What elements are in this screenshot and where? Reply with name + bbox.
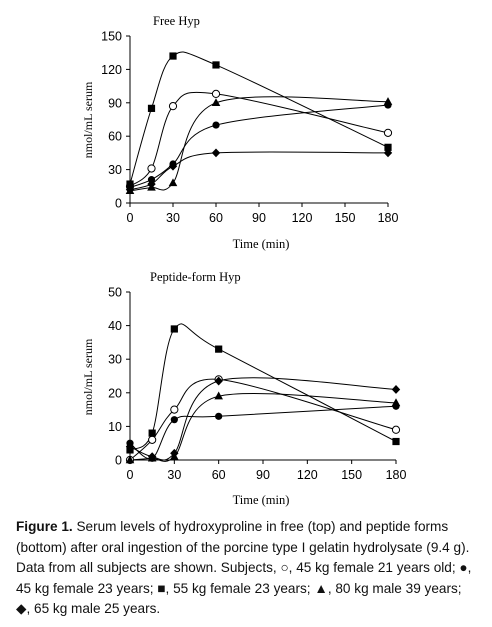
peptide-hyp-y-tick-label: 20	[108, 386, 122, 400]
peptide-hyp-circle-filled-point	[171, 416, 178, 423]
peptide-hyp-triangle-filled-line	[130, 393, 396, 461]
peptide-hyp-chart: Peptide-form Hyp nmol/mL serum Time (min…	[81, 270, 406, 507]
peptide-hyp-square-filled-point	[171, 325, 178, 332]
free-hyp-xlabel: Time (min)	[233, 237, 290, 251]
free-hyp-triangle-filled-point	[169, 178, 178, 186]
free-hyp-circle-open-point	[148, 165, 155, 172]
free-hyp-x-tick-label: 120	[292, 211, 313, 225]
peptide-hyp-x-tick-label: 180	[386, 468, 407, 482]
peptide-hyp-x-tick-label: 0	[127, 468, 134, 482]
peptide-hyp-diamond-filled-line	[130, 378, 396, 460]
peptide-hyp-square-filled-line	[130, 324, 396, 450]
caption-text: Serum levels of hydroxyproline in free (…	[16, 519, 471, 616]
peptide-hyp-x-tick-label: 30	[167, 468, 181, 482]
free-hyp-diamond-filled-line	[130, 152, 388, 190]
free-hyp-ylabel: nmol/mL serum	[81, 81, 95, 158]
figure-label: Figure 1.	[16, 519, 73, 534]
free-hyp-x-tick-label: 180	[378, 211, 399, 225]
free-hyp-x-tick-label: 30	[166, 211, 180, 225]
free-hyp-y-tick-label: 120	[101, 63, 122, 77]
peptide-hyp-y-tick-label: 50	[108, 286, 122, 300]
peptide-hyp-xlabel: Time (min)	[233, 493, 290, 507]
peptide-hyp-x-tick-label: 90	[256, 468, 270, 482]
peptide-hyp-title: Peptide-form Hyp	[150, 270, 241, 284]
free-hyp-circle-open-point	[384, 129, 391, 136]
free-hyp-square-filled-point	[148, 105, 155, 112]
peptide-hyp-ylabel: nmol/mL serum	[81, 338, 95, 415]
peptide-hyp-circle-filled-point	[215, 413, 222, 420]
free-hyp-x-tick-label: 60	[209, 211, 223, 225]
free-hyp-x-tick-label: 0	[127, 211, 134, 225]
peptide-hyp-y-tick-label: 0	[115, 454, 122, 468]
free-hyp-circle-open-point	[212, 90, 219, 97]
free-hyp-chart: Free Hyp nmol/mL serum Time (min) 0 30 60 9…	[81, 14, 398, 251]
figure-charts: Free Hyp nmol/mL serum Time (min) 0 30 60 9…	[0, 0, 492, 510]
free-hyp-circle-open-line	[130, 92, 388, 186]
peptide-hyp-circle-open-point	[392, 426, 399, 433]
peptide-hyp-circle-open-point	[149, 436, 156, 443]
free-hyp-title: Free Hyp	[153, 14, 200, 28]
free-hyp-circle-filled-line	[130, 105, 388, 187]
free-hyp-y-tick-label: 90	[108, 96, 122, 110]
peptide-hyp-x-tick-label: 60	[212, 468, 226, 482]
free-hyp-y-tick-label: 60	[108, 130, 122, 144]
free-hyp-triangle-filled-line	[130, 97, 388, 191]
free-hyp-x-tick-label: 150	[335, 211, 356, 225]
peptide-hyp-y-tick-label: 30	[108, 353, 122, 367]
peptide-hyp-y-tick-label: 10	[108, 420, 122, 434]
peptide-hyp-square-filled-point	[392, 438, 399, 445]
free-hyp-y-tick-label: 0	[115, 197, 122, 211]
peptide-hyp-x-tick-label: 120	[297, 468, 318, 482]
free-hyp-square-filled-point	[169, 52, 176, 59]
free-hyp-circle-open-point	[169, 103, 176, 110]
free-hyp-circle-filled-point	[212, 121, 219, 128]
peptide-hyp-y-tick-label: 40	[108, 319, 122, 333]
figure-caption: Figure 1. Serum levels of hydroxyproline…	[16, 517, 478, 620]
peptide-hyp-x-tick-label: 150	[341, 468, 362, 482]
free-hyp-square-filled-point	[212, 61, 219, 68]
free-hyp-diamond-filled-point	[212, 149, 220, 158]
free-hyp-y-tick-label: 150	[101, 30, 122, 44]
free-hyp-x-tick-label: 90	[252, 211, 266, 225]
peptide-hyp-square-filled-point	[149, 430, 156, 437]
peptide-hyp-diamond-filled-point	[392, 385, 400, 394]
free-hyp-y-tick-label: 30	[108, 163, 122, 177]
free-hyp-triangle-filled-point	[384, 97, 393, 105]
peptide-hyp-square-filled-point	[215, 346, 222, 353]
peptide-hyp-circle-open-point	[171, 406, 178, 413]
peptide-hyp-triangle-filled-point	[392, 398, 401, 406]
peptide-hyp-circle-open-line	[130, 379, 396, 460]
